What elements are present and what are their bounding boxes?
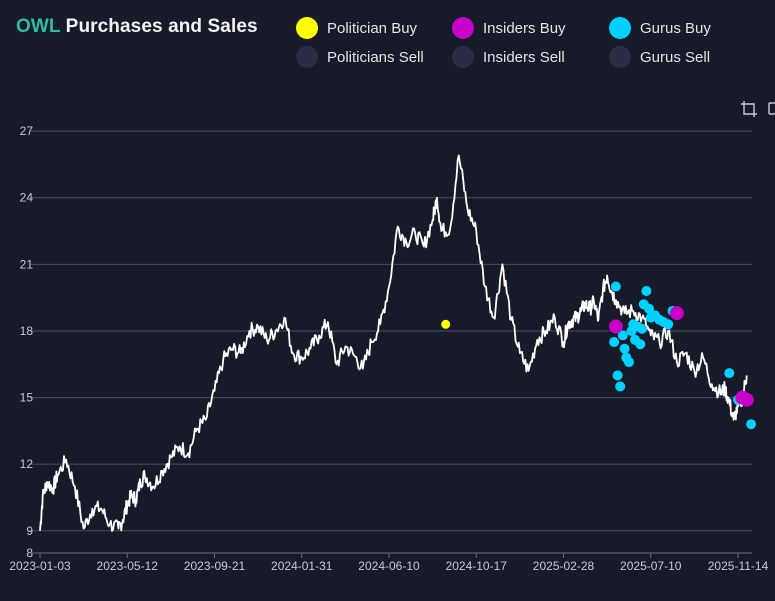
- legend: Politician Buy Insiders Buy Gurus Buy Po…: [0, 16, 775, 76]
- legend-item-gurus-sell[interactable]: Gurus Sell: [609, 45, 710, 69]
- gurus-buy-point: [610, 281, 621, 292]
- x-tick-label: 2023-01-03: [9, 559, 71, 573]
- chart-title-text: Purchases and Sales: [65, 16, 258, 37]
- chart-toolbar: [740, 100, 775, 118]
- legend-item-politicians-sell[interactable]: Politicians Sell: [296, 45, 424, 69]
- x-tick-label: 2023-05-12: [97, 559, 159, 573]
- legend-label-politicians-sell: Politicians Sell: [327, 48, 424, 66]
- legend-label-politician-buy: Politician Buy: [327, 19, 418, 37]
- insiders-buy-point: [669, 306, 684, 321]
- x-tick-label: 2024-10-17: [446, 559, 508, 573]
- gurus-buy-point: [637, 323, 648, 334]
- insiders-sell-marker-icon: [452, 46, 474, 68]
- y-tick-label: 15: [20, 391, 34, 405]
- gurus-sell-marker-icon: [609, 46, 631, 68]
- x-tick-label: 2025-11-14: [708, 559, 769, 573]
- insiders-buy-marker-icon: [452, 17, 474, 39]
- x-tick-label: 2024-01-31: [271, 559, 333, 573]
- x-tick-label: 2023-09-21: [184, 559, 246, 573]
- gurus-buy-point: [641, 285, 652, 296]
- y-tick-label: 24: [20, 191, 34, 205]
- legend-item-gurus-buy[interactable]: Gurus Buy: [609, 16, 711, 40]
- gurus-buy-point: [617, 330, 628, 341]
- price-line: [39, 154, 748, 532]
- legend-item-politician-buy[interactable]: Politician Buy: [296, 16, 417, 40]
- gurus-buy-point: [609, 337, 620, 348]
- x-tick-label: 2025-07-10: [620, 559, 682, 573]
- gurus-buy-point: [724, 368, 735, 379]
- gurus-buy-point: [663, 319, 674, 330]
- y-tick-label: 18: [20, 324, 34, 338]
- y-tick-label: 21: [20, 257, 34, 271]
- insiders-buy-point: [608, 319, 623, 334]
- y-tick-label: 27: [20, 124, 34, 138]
- y-tick-label: 8: [26, 546, 33, 560]
- gurus-buy-point: [746, 419, 757, 430]
- gurus-buy-point: [635, 339, 646, 350]
- gurus-buy-point: [644, 303, 655, 314]
- gurus-buy-point: [619, 343, 630, 354]
- crop-zoom-icon[interactable]: [740, 100, 758, 118]
- y-tick-label: 12: [20, 457, 34, 471]
- gurus-buy-point: [615, 381, 626, 392]
- legend-label-gurus-sell: Gurus Sell: [640, 48, 711, 66]
- legend-label-insiders-buy: Insiders Buy: [483, 19, 566, 37]
- gurus-buy-point: [612, 370, 623, 381]
- gurus-buy-marker-icon: [609, 17, 631, 39]
- insiders-buy-point: [739, 392, 754, 407]
- ticker-symbol: OWL: [16, 16, 61, 37]
- gurus-buy-point: [623, 357, 634, 368]
- politician-buy-point: [441, 319, 451, 329]
- x-tick-label: 2025-02-28: [533, 559, 595, 573]
- politicians-sell-marker-icon: [296, 46, 318, 68]
- y-tick-label: 9: [26, 524, 33, 538]
- legend-label-insiders-sell: Insiders Sell: [483, 48, 565, 66]
- legend-item-insiders-sell[interactable]: Insiders Sell: [452, 45, 565, 69]
- legend-item-insiders-buy[interactable]: Insiders Buy: [452, 16, 566, 40]
- chart-title: OWL Purchases and Sales: [16, 16, 258, 38]
- x-tick-label: 2024-06-10: [358, 559, 420, 573]
- politician-buy-marker-icon: [296, 17, 318, 39]
- legend-label-gurus-buy: Gurus Buy: [640, 19, 711, 37]
